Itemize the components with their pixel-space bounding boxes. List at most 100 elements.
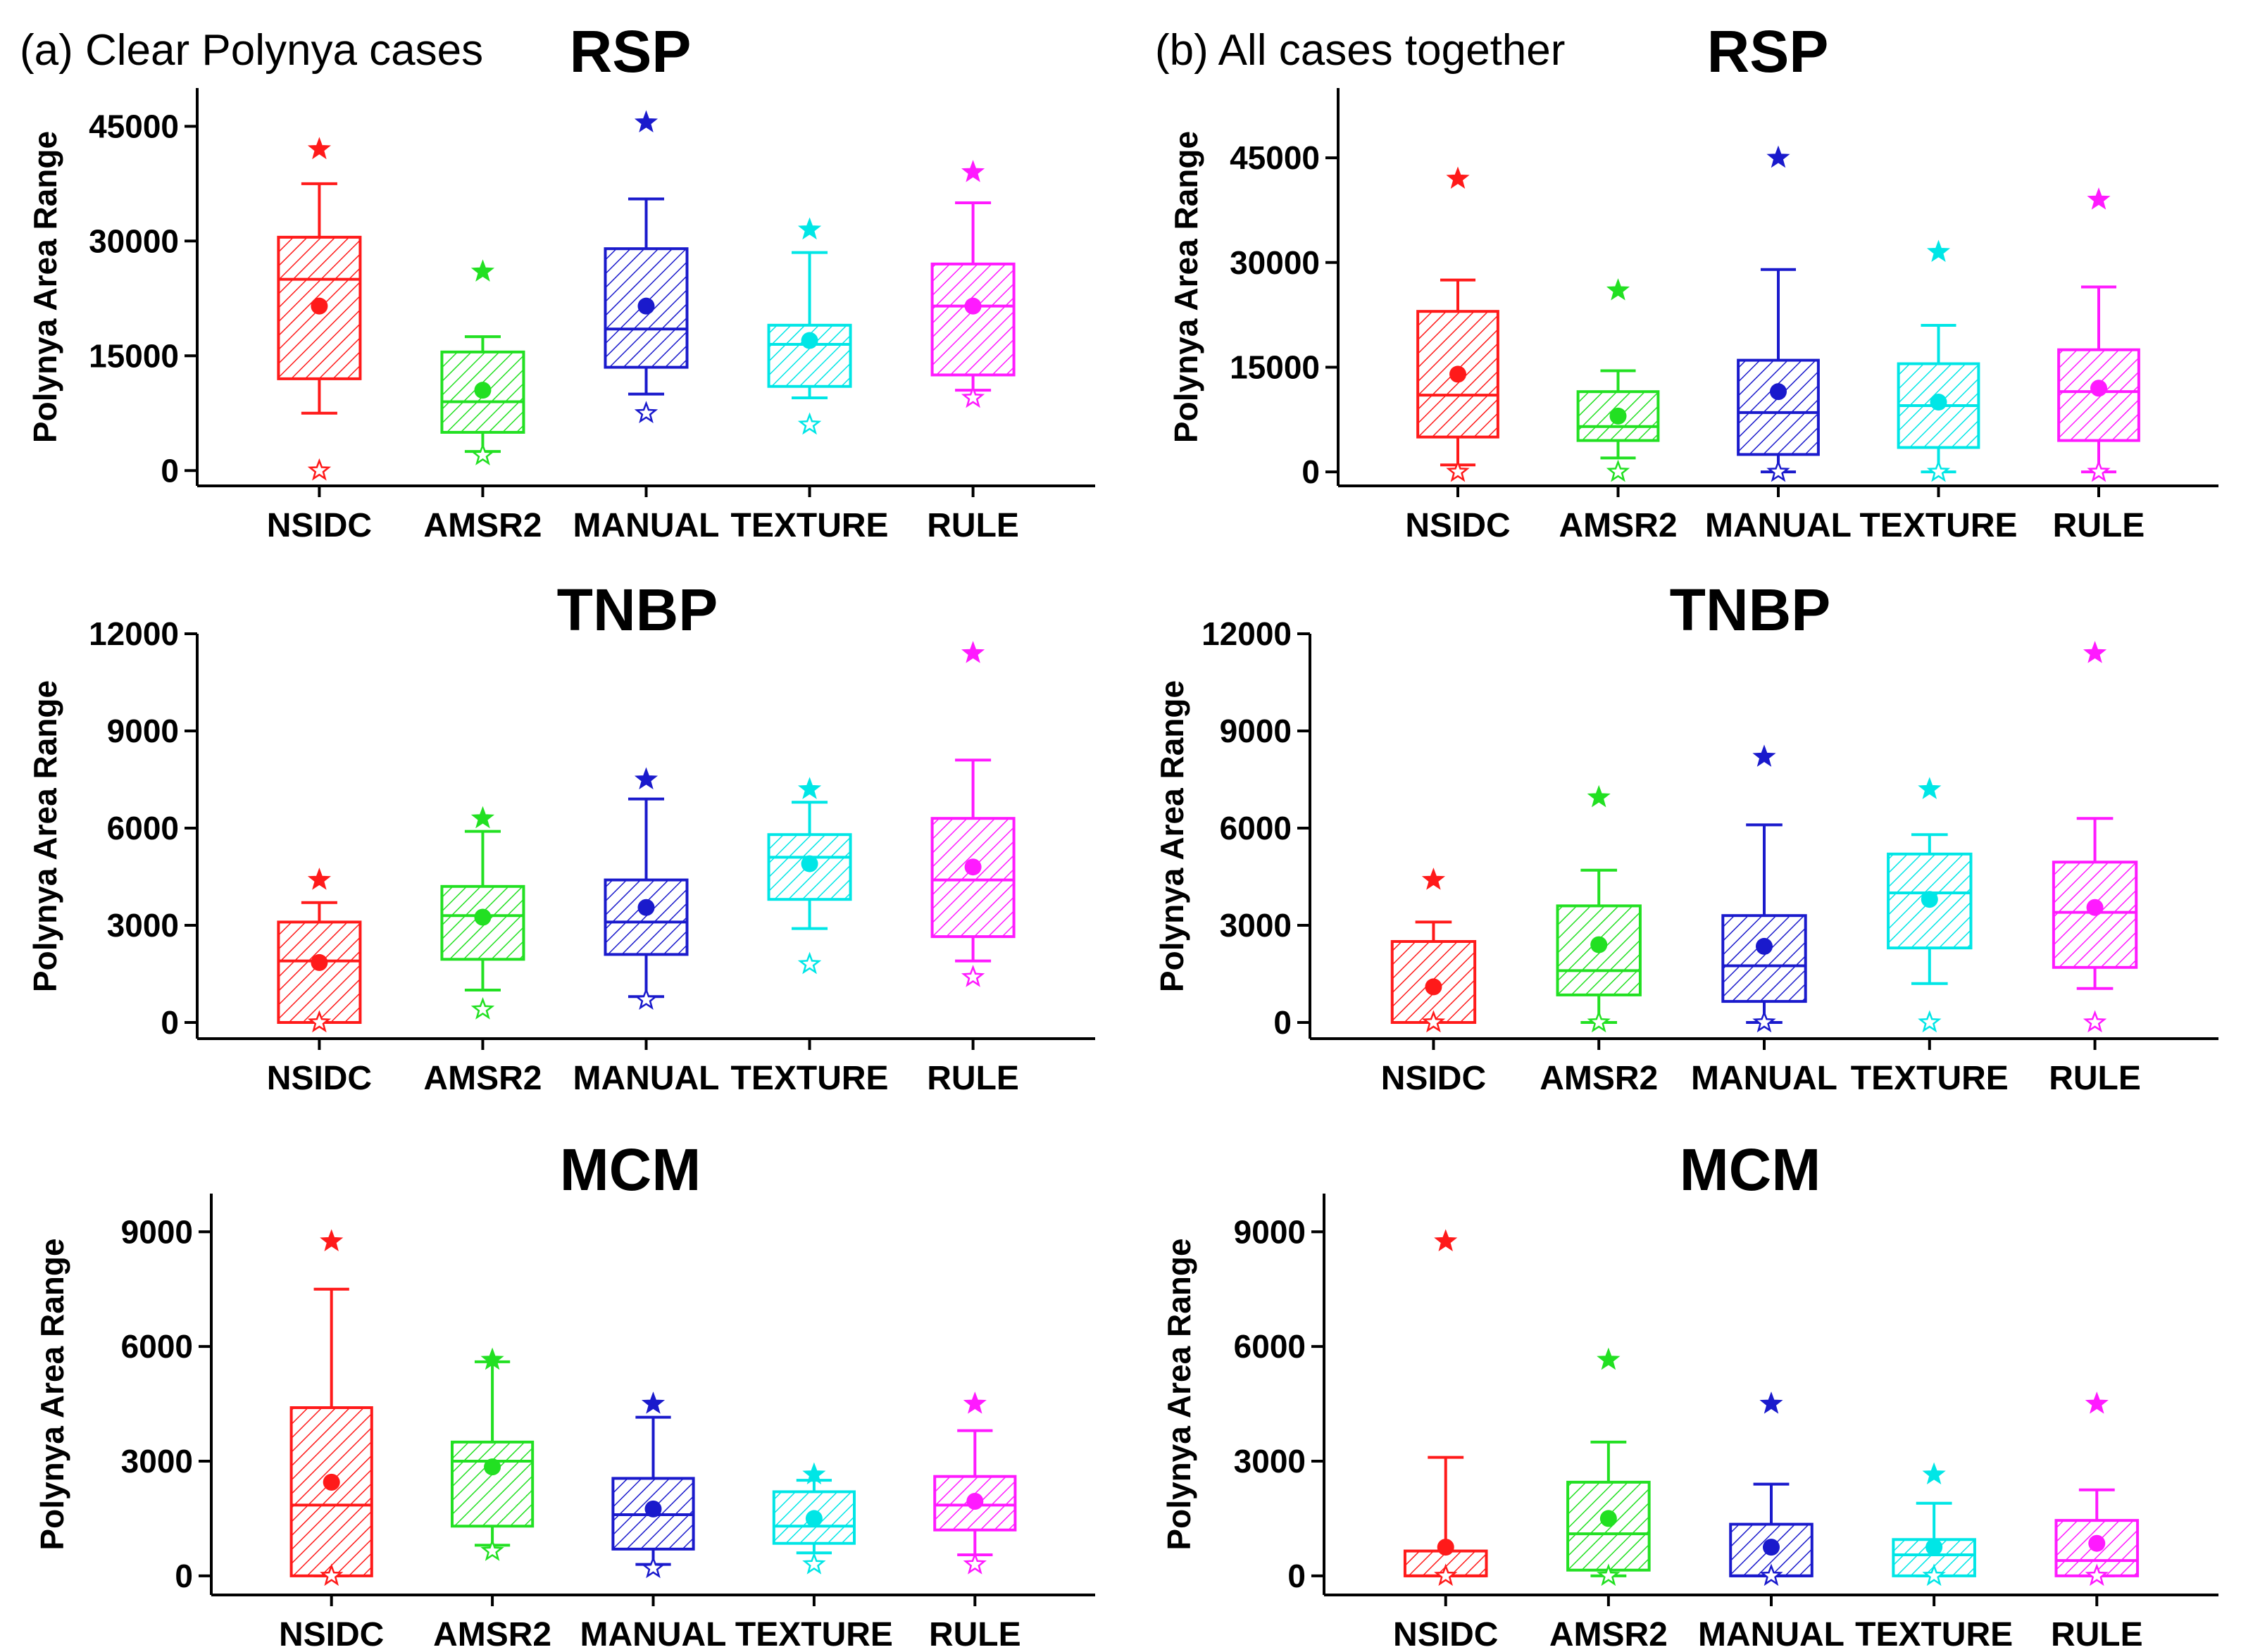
min-marker <box>634 401 658 423</box>
box-nsidc: NSIDC <box>1405 166 1511 544</box>
max-marker <box>634 767 658 790</box>
y-tick-label: 3000 <box>121 1443 193 1479</box>
mean-marker <box>474 382 492 399</box>
min-marker <box>961 385 985 408</box>
x-category-label: AMSR2 <box>1540 1060 1658 1097</box>
y-tick-label: 45000 <box>89 108 179 144</box>
y-axis-label: Polynya Area Range <box>27 131 63 443</box>
mean-marker <box>1763 1539 1780 1556</box>
y-axis-label: Polynya Area Range <box>34 1238 70 1550</box>
min-marker <box>1922 1563 1946 1587</box>
x-category-label: NSIDC <box>267 1060 372 1097</box>
max-marker <box>2083 641 2107 663</box>
x-category-label: TEXTURE <box>731 1060 889 1097</box>
box-nsidc: NSIDC <box>1381 868 1486 1097</box>
mean-marker <box>801 855 818 872</box>
max-marker <box>307 137 331 160</box>
y-axis-label: Polynya Area Range <box>1161 1238 1197 1550</box>
max-marker <box>961 160 985 182</box>
x-category-label: RULE <box>2051 1616 2143 1648</box>
mean-marker <box>2088 1534 2106 1552</box>
y-tick-label: 0 <box>161 452 179 489</box>
y-tick-label: 9000 <box>1234 1213 1306 1250</box>
max-marker <box>320 1229 344 1251</box>
y-tick-label: 6000 <box>1220 810 1292 846</box>
box-rule: RULE <box>927 641 1019 1097</box>
box-iqr <box>277 920 362 1025</box>
x-category-label: NSIDC <box>1381 1060 1486 1097</box>
box-manual: MANUAL <box>573 110 719 544</box>
x-category-label: MANUAL <box>580 1616 727 1648</box>
min-marker <box>1759 1563 1783 1587</box>
y-tick-label: 12000 <box>89 615 179 652</box>
x-category-label: AMSR2 <box>423 1060 542 1097</box>
box-iqr <box>933 1475 1017 1532</box>
box-rule: RULE <box>929 1391 1021 1652</box>
x-category-label: MANUAL <box>1698 1616 1844 1648</box>
min-marker <box>1421 1010 1446 1033</box>
y-tick-label: 12000 <box>1201 615 1292 652</box>
box-nsidc: NSIDC <box>267 137 372 544</box>
min-marker <box>320 1563 344 1587</box>
box-texture: TEXTURE <box>1855 1462 2013 1652</box>
chart-title: MCM <box>560 1137 701 1203</box>
min-marker <box>2083 1010 2107 1033</box>
box-iqr <box>604 878 689 956</box>
x-category-label: RULE <box>929 1616 1021 1648</box>
max-marker <box>1759 1391 1783 1414</box>
mean-marker <box>484 1458 501 1476</box>
y-tick-label: 0 <box>1287 1558 1306 1594</box>
x-category-label: TEXTURE <box>735 1616 893 1648</box>
x-category-label: TEXTURE <box>1859 507 2017 544</box>
min-marker <box>470 442 495 465</box>
y-tick-label: 45000 <box>1230 139 1320 176</box>
box-amsr2: AMSR2 <box>423 806 542 1097</box>
y-tick-label: 0 <box>175 1558 193 1594</box>
box-rule: RULE <box>927 160 1019 544</box>
y-tick-label: 9000 <box>107 713 179 749</box>
mean-marker <box>323 1473 340 1491</box>
y-tick-label: 15000 <box>1230 349 1320 385</box>
y-axis-label: Polynya Area Range <box>1168 131 1204 443</box>
y-tick-label: 9000 <box>121 1213 193 1250</box>
max-marker <box>1766 145 1790 168</box>
box-iqr <box>930 817 1016 939</box>
box-manual: MANUAL <box>1705 145 1852 544</box>
chart-b-tnbp: TNBP Polynya Area Range 0 3000 6000 9000 12000… <box>1154 577 2218 1097</box>
mean-marker <box>1925 1539 1943 1556</box>
min-marker <box>634 987 658 1010</box>
min-marker <box>1926 459 1951 482</box>
box-amsr2: AMSR2 <box>423 259 542 544</box>
y-tick-label: 30000 <box>89 223 179 259</box>
min-marker <box>307 1010 332 1033</box>
max-marker <box>797 217 822 240</box>
x-category-label: RULE <box>927 1060 1019 1097</box>
mean-marker <box>1756 937 1773 955</box>
max-marker <box>480 1347 504 1370</box>
max-marker <box>307 868 331 890</box>
chart-title: TNBP <box>1670 577 1831 643</box>
x-category-label: TEXTURE <box>1855 1616 2013 1648</box>
y-tick-label: 3000 <box>1234 1443 1306 1479</box>
x-category-label: RULE <box>2053 507 2145 544</box>
max-marker <box>470 259 495 282</box>
mean-marker <box>1609 407 1627 425</box>
box-manual: MANUAL <box>573 767 719 1097</box>
box-manual: MANUAL <box>580 1391 727 1652</box>
box-amsr2: AMSR2 <box>1549 1347 1668 1652</box>
box-rule: RULE <box>2049 641 2141 1097</box>
min-marker <box>2085 1563 2109 1587</box>
y-tick-label: 15000 <box>89 337 179 374</box>
max-marker <box>2087 187 2111 210</box>
min-marker <box>802 1552 826 1575</box>
x-category-label: AMSR2 <box>423 507 542 544</box>
max-marker <box>1434 1229 1458 1251</box>
chart-b-rsp: RSP Polynya Area Range 0 15000 30000 45000 NSI… <box>1168 18 2218 544</box>
max-marker <box>1918 777 1942 799</box>
mean-marker <box>311 953 328 971</box>
mean-marker <box>1437 1539 1454 1556</box>
y-tick-label: 6000 <box>1234 1328 1306 1365</box>
min-marker <box>1766 459 1790 482</box>
y-tick-label: 3000 <box>107 907 179 944</box>
box-iqr <box>1721 914 1807 1003</box>
